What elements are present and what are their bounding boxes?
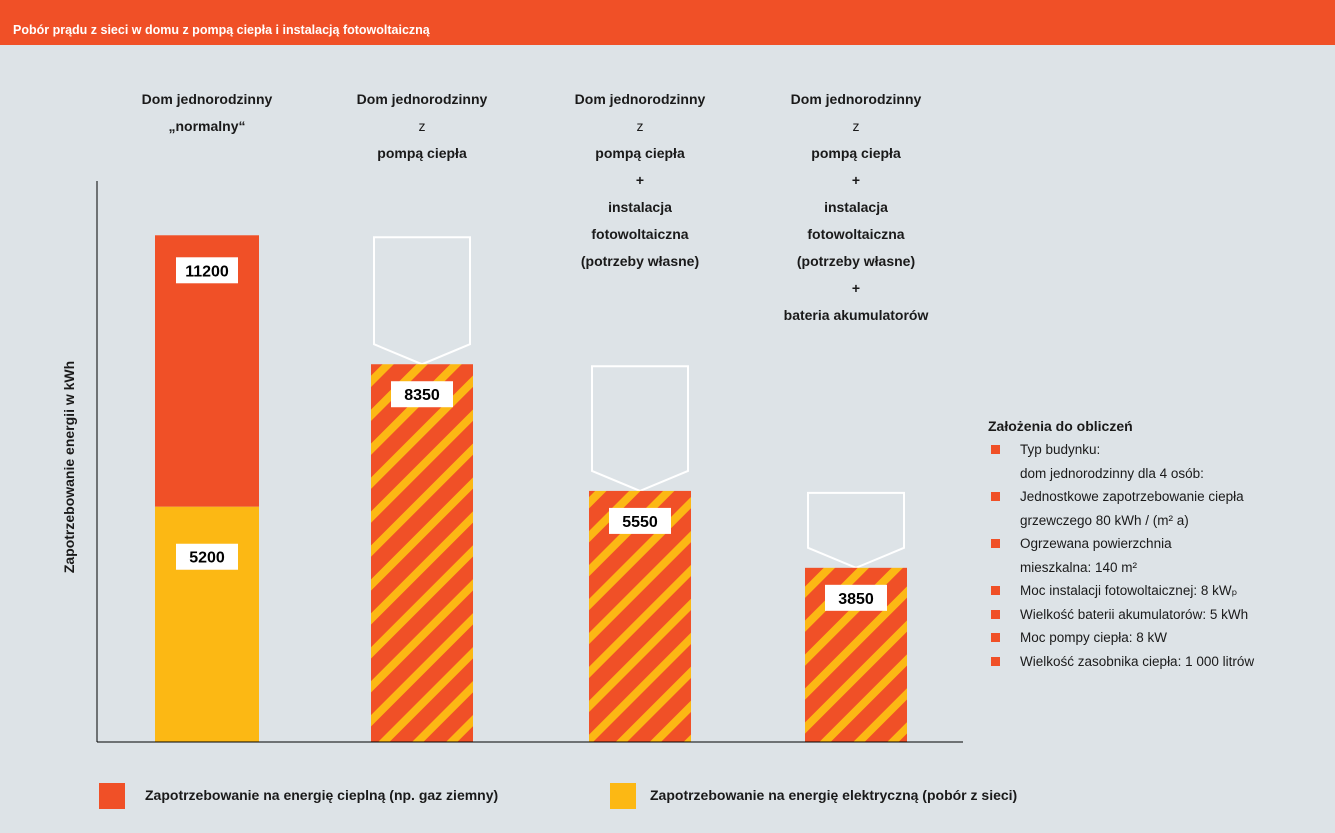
assumption-item: Jednostkowe zapotrzebowanie ciepła grzewc… (988, 485, 1328, 532)
assumption-item: Wielkość zasobnika ciepła: 1 000 litrów (988, 650, 1328, 674)
header-bar: Pobór prądu z sieci w domu z pompą ciepł… (0, 0, 1335, 45)
assumption-text: Moc pompy ciepła: 8 kW (1020, 630, 1168, 645)
legend-label-heat: Zapotrzebowanie na energię cieplną (np. … (145, 787, 499, 803)
category-label-line: fotowoltaiczna (591, 226, 689, 242)
category-label-0: Dom jednorodzinny „normalny“ (87, 86, 327, 140)
category-label-line: pompą ciepła (377, 145, 467, 161)
assumptions-title: Założenia do obliczeń (988, 418, 1133, 434)
bullet-square-icon (991, 633, 1000, 642)
category-label-line: z (852, 118, 860, 134)
data-label-2: 5550 (609, 507, 671, 534)
bar-electric-0 (155, 506, 259, 742)
data-label-2-box (609, 507, 671, 534)
assumption-item: Moc instalacji fotowoltaicznej: 8 kWₚ (988, 579, 1328, 603)
category-label-line: z (636, 118, 644, 134)
category-label-line: Dom jednorodzinny (356, 91, 488, 107)
assumption-text: Moc instalacji fotowoltaicznej: 8 kWₚ (1020, 583, 1238, 598)
bullet-square-icon (991, 609, 1000, 619)
category-label-line: pompą ciepła (595, 145, 685, 161)
category-label-line: + (851, 172, 861, 188)
assumption-text: Jednostkowe zapotrzebowanie ciepła (1020, 489, 1244, 504)
data-label-2-text: 5550 (622, 514, 658, 531)
bullet-square-icon (991, 656, 1000, 666)
savings-outline-2 (591, 365, 689, 492)
assumption-text: Ogrzewana powierzchnia (1020, 536, 1172, 551)
category-label-line: (potrzeby własne) (580, 253, 700, 269)
savings-outline-3 (807, 491, 905, 569)
assumption-text: dom jednorodzinny dla 4 osób: (1020, 465, 1204, 481)
data-label-1: 8350 (391, 381, 453, 408)
category-label-line: pompą ciepła (811, 145, 901, 161)
category-label-line: + (635, 172, 645, 188)
category-label-line: fotowoltaiczna (807, 226, 905, 242)
assumption-text: Wielkość baterii akumulatorów: 5 kWh (1020, 606, 1249, 622)
assumption-text: grzewczego 80 kWh / (m² a) (1020, 512, 1189, 528)
category-label-3: Dom jednorodzinny z pompą ciepła + instalacj… (736, 86, 976, 329)
category-label-2: Dom jednorodzinny z pompą ciepła + instalacj… (520, 86, 760, 275)
savings-outline-1 (373, 236, 471, 366)
legend-swatch-electric (610, 783, 636, 809)
assumption-item: Typ budynku: dom jednorodzinny dla 4 osób… (988, 438, 1328, 485)
assumption-text: Typ budynku: (1020, 442, 1101, 457)
category-label-1: Dom jednorodzinny z pompą ciepła (302, 86, 542, 167)
bullet-square-icon (991, 445, 1000, 454)
assumption-text: Wielkość zasobnika ciepła: 1 000 litrów (1020, 653, 1255, 669)
bullet-square-icon (991, 492, 1000, 501)
chart-title: Pobór prądu z sieci w domu z pompą ciepł… (13, 23, 430, 37)
data-label-electric-0-box (176, 543, 238, 570)
assumption-text: mieszkalna: 140 m² (1020, 559, 1138, 575)
category-label-line: instalacja (608, 199, 672, 215)
category-label-line: Dom jednorodzinny (790, 91, 922, 107)
bullet-square-icon (991, 586, 1000, 595)
assumptions-panel: Założenia do obliczeń Typ budynku: dom je… (988, 418, 1328, 673)
bar-hatched-1 (371, 364, 473, 742)
category-label-line: „normalny“ (168, 118, 246, 134)
category-label-line: Dom jednorodzinny (141, 91, 273, 107)
data-label-3-text: 3850 (838, 591, 874, 608)
assumption-item: Ogrzewana powierzchnia mieszkalna: 140 m² (988, 532, 1328, 579)
bullet-square-icon (991, 539, 1000, 548)
legend-label-electric: Zapotrzebowanie na energię elektryczną (… (650, 787, 1018, 803)
category-label-line: (potrzeby własne) (796, 253, 916, 269)
data-label-heat-0: 11200 (176, 257, 238, 284)
category-label-line: bateria akumulatorów (783, 307, 929, 323)
data-label-heat-0-box (176, 257, 238, 284)
data-label-1-text: 8350 (404, 387, 440, 404)
data-label-electric-0: 5200 (176, 543, 238, 570)
assumption-item: Moc pompy ciepła: 8 kW (988, 626, 1328, 650)
data-label-heat-0-text: 11200 (185, 263, 229, 280)
category-label-line: + (851, 280, 861, 296)
y-axis-label: Zapotrzebowanie energii w kWh (61, 360, 77, 574)
assumption-item: Wielkość baterii akumulatorów: 5 kWh (988, 603, 1328, 627)
category-label-line: Dom jednorodzinny (574, 91, 706, 107)
legend-swatch-heat (99, 783, 125, 809)
data-label-1-box (391, 381, 453, 408)
data-label-3-box (825, 584, 887, 611)
data-label-3: 3850 (825, 584, 887, 611)
category-label-line: instalacja (824, 199, 888, 215)
data-label-electric-0-text: 5200 (189, 550, 225, 567)
assumptions-list: Typ budynku: dom jednorodzinny dla 4 osób… (988, 438, 1328, 673)
category-label-line: z (418, 118, 426, 134)
